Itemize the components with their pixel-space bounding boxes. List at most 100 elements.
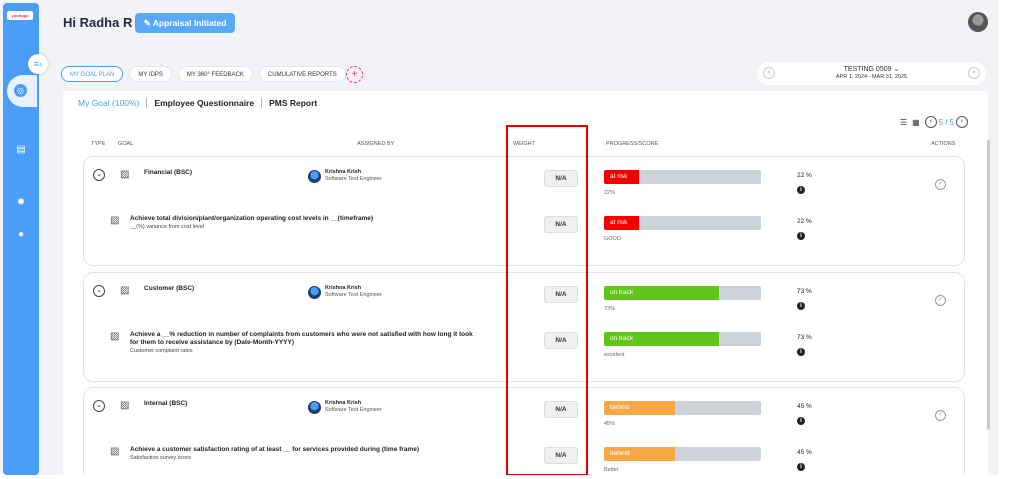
settings-icon[interactable]: ✹: [16, 197, 26, 208]
period-selector[interactable]: ‹ TESTING 0509 ⌄ APR 1, 2024 - MAR 31, 2…: [757, 62, 986, 85]
sub-goal-icon: ▨: [110, 215, 120, 226]
subtab-my-goal[interactable]: My Goal (100%): [78, 98, 148, 108]
company-logo: yourlogo: [7, 11, 33, 20]
grid-view-icon[interactable]: ▦: [912, 117, 920, 127]
score-label: 73%: [604, 306, 616, 312]
sidebar-item-goals[interactable]: ◎: [7, 75, 37, 107]
page-title: Hi Radha R: [63, 15, 133, 30]
next-period-icon[interactable]: ›: [968, 67, 980, 79]
assignee-name: Krishna Krish: [325, 285, 362, 291]
add-tab-icon[interactable]: +: [346, 66, 363, 83]
action-check-icon[interactable]: ✓: [935, 295, 946, 306]
column-type: TYPE: [91, 141, 106, 147]
goal-title[interactable]: Internal (BSC): [144, 400, 188, 407]
avatar[interactable]: [968, 12, 988, 32]
goal-title[interactable]: Financial (BSC): [144, 169, 193, 176]
list-view-icon[interactable]: ☰: [900, 117, 908, 127]
info-icon[interactable]: i: [797, 348, 805, 356]
goal-type-icon: ▨: [120, 285, 130, 296]
info-icon[interactable]: i: [797, 232, 805, 240]
document-icon[interactable]: ▤: [16, 144, 26, 155]
next-page-icon[interactable]: ›: [955, 116, 968, 128]
sub-goal-icon: ▨: [110, 331, 120, 342]
goal-title[interactable]: Customer (BSC): [144, 285, 195, 292]
assignee-avatar: [308, 286, 321, 299]
weight-value: N/A: [544, 286, 578, 303]
chevron-down-icon[interactable]: ⌄: [93, 169, 105, 181]
progress-status: behind: [610, 450, 630, 457]
view-controls: ☰ ▦ ‹ 5 / 5 ›: [900, 116, 968, 128]
goal-panel: My Goal (100%) Employee Questionnaire PM…: [63, 91, 988, 475]
tab-my-goal-plan[interactable]: MY GOAL PLAN: [61, 66, 124, 82]
progress-fill: at risk: [604, 170, 639, 184]
weight-value: N/A: [544, 447, 578, 464]
tab-cumulative-reports[interactable]: CUMULATIVE REPORTS: [258, 66, 346, 82]
period-name[interactable]: TESTING 0509 ⌄: [843, 66, 900, 73]
action-check-icon[interactable]: ✓: [935, 410, 946, 421]
info-icon[interactable]: i: [797, 417, 805, 425]
chevron-down-icon[interactable]: ⌄: [93, 285, 105, 297]
sub-goal-metric: Customer complaint rates: [130, 348, 193, 355]
tab-360-feedback[interactable]: MY 360° FEEDBACK: [177, 66, 253, 82]
appraisal-status-label: Appraisal Initiated: [152, 18, 227, 28]
progress-status: at risk: [610, 173, 628, 180]
sub-goal-row: ▨ Achieve a __% reduction in number of c…: [84, 319, 964, 358]
page-separator: /: [945, 117, 948, 127]
progress-percent: 45 %: [797, 449, 812, 456]
sub-goal-row: ▨ Achieve a customer satisfaction rating…: [84, 434, 964, 473]
info-icon[interactable]: i: [797, 186, 805, 194]
pager: ‹ 5 / 5 ›: [924, 116, 968, 128]
progress-status: on track: [610, 335, 634, 342]
column-goal: GOAL: [118, 141, 134, 147]
goal-type-icon: ▨: [120, 169, 130, 180]
tab-my-idps[interactable]: MY IDPS: [129, 66, 172, 82]
info-icon[interactable]: i: [797, 302, 805, 310]
subtab-pms-report[interactable]: PMS Report: [269, 98, 318, 108]
progress-fill: at risk: [604, 216, 639, 230]
progress-percent: 22 %: [797, 218, 812, 225]
sub-goal-title[interactable]: Achieve total division/plant/organizatio…: [130, 215, 480, 231]
action-check-icon[interactable]: ✓: [935, 179, 946, 190]
top-tabs: MY GOAL PLAN MY IDPS MY 360° FEEDBACK CU…: [61, 66, 346, 82]
sub-goal-metric: Satisfaction survey score: [130, 455, 192, 462]
sub-goal-title[interactable]: Achieve a customer satisfaction rating o…: [130, 446, 480, 462]
prev-period-icon[interactable]: ‹: [763, 67, 775, 79]
weight-value: N/A: [544, 216, 578, 233]
progress-percent: 73 %: [797, 334, 812, 341]
collapse-icon[interactable]: ≡›: [28, 54, 48, 74]
progress-bar: behind: [604, 447, 761, 461]
column-weight: WEIGHT: [513, 141, 535, 147]
sub-tabs: My Goal (100%) Employee Questionnaire PM…: [78, 98, 324, 108]
score-label: excelent: [604, 352, 625, 358]
goal-type-icon: ▨: [120, 400, 130, 411]
progress-percent: 45 %: [797, 403, 812, 410]
score-label: Better: [604, 467, 619, 473]
goal-card: ⌄ ▨ Internal (BSC) Krishna Krish Software …: [83, 387, 965, 475]
progress-bar: on track: [604, 332, 761, 346]
weight-column-highlight: [506, 125, 588, 475]
progress-status: behind: [610, 404, 630, 411]
user-icon[interactable]: ●: [17, 229, 25, 240]
progress-percent: 73 %: [797, 288, 812, 295]
sub-goal-metric: __(%) variance from cost level: [130, 224, 204, 231]
progress-bar: at risk: [604, 170, 761, 184]
chevron-down-icon[interactable]: ⌄: [93, 400, 105, 412]
progress-bar: on track: [604, 286, 761, 300]
info-icon[interactable]: i: [797, 463, 805, 471]
prev-page-icon[interactable]: ‹: [924, 116, 937, 128]
assignee-name: Krishna Krish: [325, 169, 362, 175]
score-label: 22%: [604, 190, 616, 196]
goal-row: ⌄ ▨ Customer (BSC) Krishna Krish Software …: [84, 273, 964, 312]
target-icon: ◎: [14, 84, 27, 97]
column-progress: PROGRESS/SCORE: [606, 141, 659, 147]
sub-goal-title-text: Achieve a __% reduction in number of com…: [130, 331, 473, 347]
page-current: 5: [938, 117, 944, 127]
appraisal-status-button[interactable]: ✎ Appraisal Initiated: [135, 13, 235, 33]
column-actions: ACTIONS: [931, 141, 956, 147]
scrollbar[interactable]: [987, 140, 990, 430]
sub-goal-title[interactable]: Achieve a __% reduction in number of com…: [130, 331, 480, 355]
weight-value: N/A: [544, 332, 578, 349]
goal-card: ⌄ ▨ Financial (BSC) Krishna Krish Software…: [83, 156, 965, 266]
subtab-employee-questionnaire[interactable]: Employee Questionnaire: [147, 98, 263, 108]
progress-fill: behind: [604, 401, 675, 415]
